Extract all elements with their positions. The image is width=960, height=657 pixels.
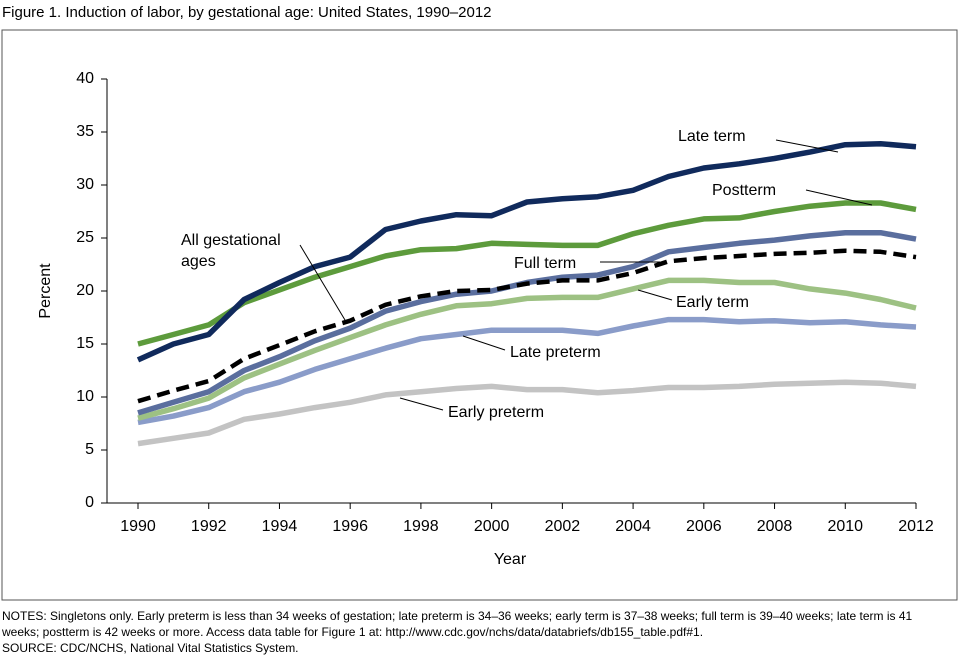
chart-title: Figure 1. Induction of labor, by gestati… [2,4,492,21]
y-tick-label: 30 [76,176,94,193]
series-label: Late term [678,128,746,145]
y-tick-label: 40 [76,70,94,87]
leader-line [775,139,839,153]
y-tick-label: 35 [76,123,94,140]
series-line [137,316,917,426]
series-line [136,140,917,363]
y-tick-label: 15 [76,335,94,352]
y-tick-label: 25 [76,229,94,246]
y-axis-title: Percent [37,263,54,319]
leader-line [805,189,873,206]
series-label: All gestational ages [181,232,281,270]
y-tick-label: 0 [85,494,94,511]
y-tick-label: 20 [76,282,94,299]
series-line [137,248,917,404]
leader-line [637,289,673,301]
x-tick-label: 2010 [827,518,863,535]
x-tick-label: 1998 [403,518,439,535]
source: SOURCE: CDC/NCHS, National Vital Statist… [2,641,299,655]
x-axis-title: Year [494,551,527,568]
x-tick-label: 2002 [545,518,581,535]
series-label: Postterm [712,182,777,199]
series-line [137,200,917,347]
x-tick-label: 1994 [262,518,298,535]
chart: Figure 1. Induction of labor, by gestati… [1,4,958,601]
series-label: Early preterm [448,404,545,421]
x-tick-label: 2008 [757,518,793,535]
y-tick-label: 10 [76,388,94,405]
leader-line [462,335,506,351]
x-tick-label: 2000 [474,518,510,535]
series-line [137,379,917,447]
series-line [137,277,917,421]
chart-frame [1,29,958,601]
x-tick-label: 1996 [332,518,368,535]
y-tick-label: 5 [85,441,94,458]
series-label: Full term [514,255,577,272]
x-tick-label: 2012 [898,518,934,535]
x-tick-label: 1992 [191,518,227,535]
x-tick-label: 2004 [615,518,651,535]
series-label: Early term [676,294,749,311]
x-tick-label: 1990 [120,518,156,535]
leader-line [299,244,346,321]
x-tick-label: 2006 [686,518,722,535]
series-label: Late preterm [510,344,601,361]
notes: NOTES: Singletons only. Early preterm is… [2,609,913,639]
leader-line [399,397,444,411]
